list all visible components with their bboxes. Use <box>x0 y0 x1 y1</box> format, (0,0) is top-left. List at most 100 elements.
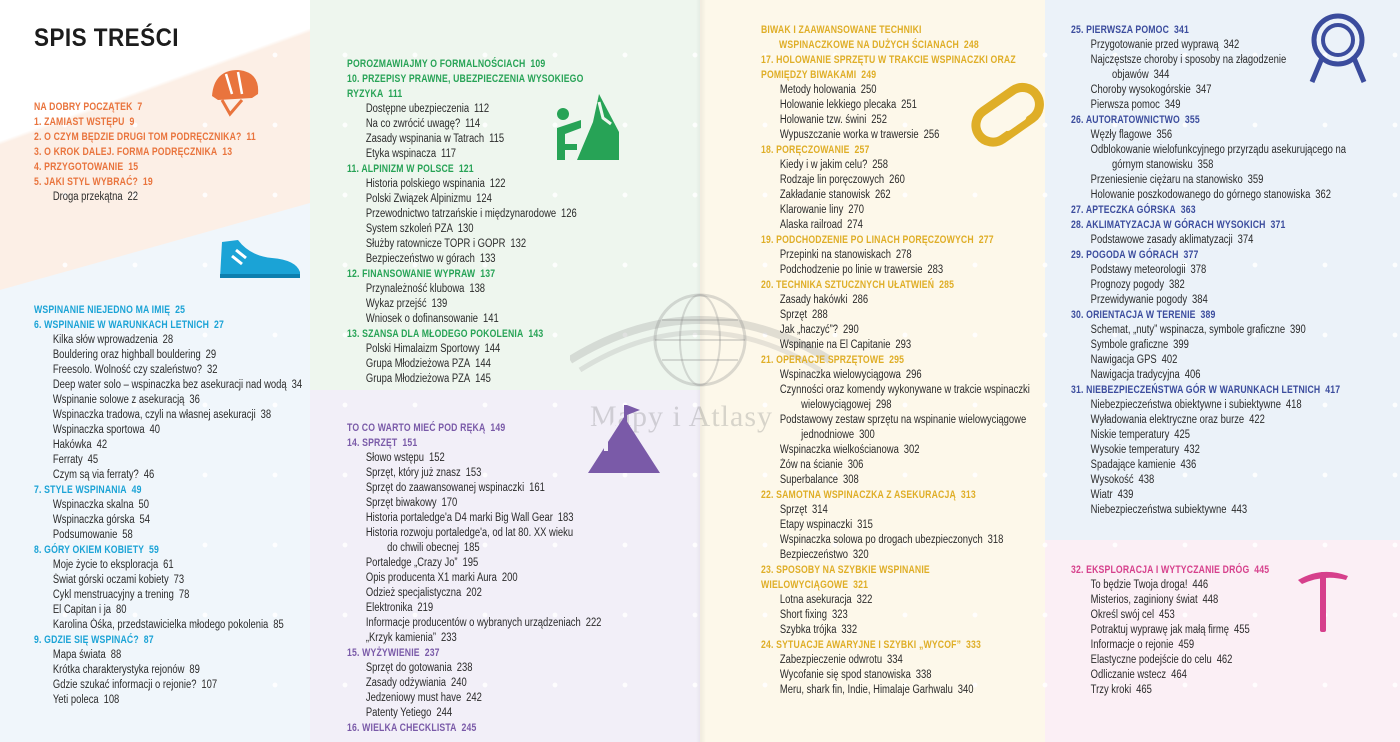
toc-chapter[interactable]: 7. STYLE WSPINANIA 49 <box>34 483 321 498</box>
toc-item[interactable]: Czynności oraz komendy wykonywane w trak… <box>761 383 1058 413</box>
toc-item[interactable]: Gdzie szukać informacji o rejonie? 107 <box>34 678 321 693</box>
toc-item[interactable]: To będzie Twoja droga! 446 <box>1071 578 1399 593</box>
toc-chapter[interactable]: 11. ALPINIZM W POLSCE 121 <box>347 162 706 177</box>
toc-item[interactable]: Żów na ścianie 306 <box>761 458 1058 473</box>
toc-item[interactable]: Elastyczne podejście do celu 462 <box>1071 653 1399 668</box>
toc-item[interactable]: Pierwsza pomoc 349 <box>1071 98 1399 113</box>
toc-item[interactable]: Czym są via ferraty? 46 <box>34 468 321 483</box>
toc-item[interactable]: Przeniesienie ciężaru na stanowisko 359 <box>1071 173 1399 188</box>
toc-item[interactable]: Deep water solo – wspinaczka bez asekura… <box>34 378 321 393</box>
toc-item[interactable]: Polski Himalaizm Sportowy 144 <box>347 342 706 357</box>
toc-item[interactable]: Wspinaczka tradowa, czyli na własnej ase… <box>34 408 321 423</box>
toc-item[interactable]: Krótka charakterystyka rejonów 89 <box>34 663 321 678</box>
toc-item[interactable]: Niebezpieczeństwa subiektywne 443 <box>1071 503 1399 518</box>
toc-item[interactable]: Zakładanie stanowisk 262 <box>761 188 1058 203</box>
toc-chapter[interactable]: 20. TECHNIKA SZTUCZNYCH UŁATWIEŃ 285 <box>761 278 1058 293</box>
toc-item[interactable]: Wspinaczka sportowa 40 <box>34 423 321 438</box>
toc-item[interactable]: Słowo wstępu 152 <box>347 451 706 466</box>
toc-item[interactable]: Kilka słów wprowadzenia 28 <box>34 333 321 348</box>
toc-item[interactable]: Yeti poleca 108 <box>34 693 321 708</box>
toc-item[interactable]: Dostępne ubezpieczenia 112 <box>347 102 706 117</box>
toc-item[interactable]: System szkoleń PZA 130 <box>347 222 706 237</box>
toc-chapter[interactable]: 10. PRZEPISY PRAWNE, UBEZPIECZENIA WYSOK… <box>347 72 706 102</box>
toc-item[interactable]: Portaledge „Crazy Jo” 195 <box>347 556 706 571</box>
toc-item[interactable]: Na co zwrócić uwagę? 114 <box>347 117 706 132</box>
toc-chapter[interactable]: 1. ZAMIAST WSTĘPU 9 <box>34 115 321 130</box>
toc-item[interactable]: Freesolo. Wolność czy szaleństwo? 32 <box>34 363 321 378</box>
toc-item[interactable]: Trzy kroki 465 <box>1071 683 1399 698</box>
toc-item[interactable]: Wspinaczka wielkościanowa 302 <box>761 443 1058 458</box>
toc-item[interactable]: „Krzyk kamienia” 233 <box>347 631 706 646</box>
toc-item[interactable]: Etapy wspinaczki 315 <box>761 518 1058 533</box>
toc-item[interactable]: Schemat, „nuty” wspinacza, symbole grafi… <box>1071 323 1399 338</box>
toc-chapter[interactable]: 30. ORIENTACJA W TERENIE 389 <box>1071 308 1399 323</box>
toc-item[interactable]: Ferraty 45 <box>34 453 321 468</box>
toc-item[interactable]: Kiedy i w jakim celu? 258 <box>761 158 1058 173</box>
toc-part-heading[interactable]: POROZMAWIAJMY O FORMALNOŚCIACH 109 <box>347 57 706 72</box>
toc-item[interactable]: Klarowanie liny 270 <box>761 203 1058 218</box>
toc-chapter[interactable]: 28. AKLIMATYZACJA W GÓRACH WYSOKICH 371 <box>1071 218 1399 233</box>
toc-part-heading[interactable]: BIWAK I ZAAWANSOWANE TECHNIKI WSPINACZKOW… <box>761 23 1058 53</box>
toc-chapter[interactable]: 29. POGODA W GÓRACH 377 <box>1071 248 1399 263</box>
toc-part-heading[interactable]: WSPINANIE NIEJEDNO MA IMIĘ 25 <box>34 303 321 318</box>
toc-item[interactable]: Odzież specjalistyczna 202 <box>347 586 706 601</box>
toc-item[interactable]: Wyładowania elektryczne oraz burze 422 <box>1071 413 1399 428</box>
toc-item[interactable]: Podchodzenie po linie w trawersie 283 <box>761 263 1058 278</box>
toc-item[interactable]: Short fixing 323 <box>761 608 1058 623</box>
toc-item[interactable]: Hakówka 42 <box>34 438 321 453</box>
toc-item[interactable]: Karolina Óśka, przedstawicielka młodego … <box>34 618 321 633</box>
toc-item[interactable]: Grupa Młodzieżowa PZA 145 <box>347 372 706 387</box>
toc-item[interactable]: Choroby wysokogórskie 347 <box>1071 83 1399 98</box>
toc-part-heading[interactable]: NA DOBRY POCZĄTEK 7 <box>34 100 321 115</box>
toc-item[interactable]: Wspinaczka górska 54 <box>34 513 321 528</box>
toc-item[interactable]: Przewidywanie pogody 384 <box>1071 293 1399 308</box>
toc-item[interactable]: Podstawy meteorologii 378 <box>1071 263 1399 278</box>
toc-item[interactable]: Przewodnictwo tatrzańskie i międzynarodo… <box>347 207 706 222</box>
toc-chapter[interactable]: 31. NIEBEZPIECZEŃSTWA GÓR W WARUNKACH LE… <box>1071 383 1399 398</box>
toc-item[interactable]: Sprzęt 288 <box>761 308 1058 323</box>
toc-item[interactable]: Zasady wspinania w Tatrach 115 <box>347 132 706 147</box>
toc-chapter[interactable]: 15. WYŻYWIENIE 237 <box>347 646 706 661</box>
toc-item[interactable]: Niskie temperatury 425 <box>1071 428 1399 443</box>
toc-item[interactable]: Wiatr 439 <box>1071 488 1399 503</box>
toc-chapter[interactable]: 14. SPRZĘT 151 <box>347 436 706 451</box>
toc-chapter[interactable]: 5. JAKI STYL WYBRAĆ? 19 <box>34 175 321 190</box>
toc-chapter[interactable]: 3. O KROK DALEJ. FORMA PODRĘCZNIKA 13 <box>34 145 321 160</box>
toc-item[interactable]: Opis producenta X1 marki Aura 200 <box>347 571 706 586</box>
toc-item[interactable]: Sprzęt do zaawansowanej wspinaczki 161 <box>347 481 706 496</box>
toc-item[interactable]: Etyka wspinacza 117 <box>347 147 706 162</box>
toc-item[interactable]: Wniosek o dofinansowanie 141 <box>347 312 706 327</box>
toc-item[interactable]: Informacje o rejonie 459 <box>1071 638 1399 653</box>
toc-item[interactable]: Holowanie tzw. świni 252 <box>761 113 1058 128</box>
toc-chapter[interactable]: 12. FINANSOWANIE WYPRAW 137 <box>347 267 706 282</box>
toc-item[interactable]: Wysokość 438 <box>1071 473 1399 488</box>
toc-item[interactable]: Wysokie temperatury 432 <box>1071 443 1399 458</box>
toc-item[interactable]: Superbalance 308 <box>761 473 1058 488</box>
toc-item[interactable]: Jak „haczyć”? 290 <box>761 323 1058 338</box>
toc-item[interactable]: Prognozy pogody 382 <box>1071 278 1399 293</box>
toc-chapter[interactable]: 27. APTECZKA GÓRSKA 363 <box>1071 203 1399 218</box>
toc-item[interactable]: Elektronika 219 <box>347 601 706 616</box>
toc-item[interactable]: El Capitan i ja 80 <box>34 603 321 618</box>
toc-item[interactable]: Odblokowanie wielofunkcyjnego przyrządu … <box>1071 143 1399 173</box>
toc-chapter[interactable]: 24. SYTUACJE AWARYJNE I SZYBKI „WYCOF” 33… <box>761 638 1058 653</box>
toc-chapter[interactable]: 8. GÓRY OKIEM KOBIETY 59 <box>34 543 321 558</box>
toc-item[interactable]: Służby ratownicze TOPR i GOPR 132 <box>347 237 706 252</box>
toc-item[interactable]: Historia rozwoju portaledge'a, od lat 80… <box>347 526 706 556</box>
toc-item[interactable]: Nawigacja GPS 402 <box>1071 353 1399 368</box>
toc-item[interactable]: Moje życie to eksploracja 61 <box>34 558 321 573</box>
toc-item[interactable]: Mapa świata 88 <box>34 648 321 663</box>
toc-chapter[interactable]: 13. SZANSA DLA MŁODEGO POKOLENIA 143 <box>347 327 706 342</box>
toc-item[interactable]: Zabezpieczenie odwrotu 334 <box>761 653 1058 668</box>
toc-item[interactable]: Misterios, zaginiony świat 448 <box>1071 593 1399 608</box>
toc-item[interactable]: Zasady odżywiania 240 <box>347 676 706 691</box>
toc-item[interactable]: Wspinanie solowe z asekuracją 36 <box>34 393 321 408</box>
toc-item[interactable]: Grupa Młodzieżowa PZA 144 <box>347 357 706 372</box>
toc-item[interactable]: Historia portaledge'a D4 marki Big Wall … <box>347 511 706 526</box>
toc-chapter[interactable]: 17. HOLOWANIE SPRZĘTU W TRAKCIE WSPINACZ… <box>761 53 1058 83</box>
toc-item[interactable]: Bezpieczeństwo 320 <box>761 548 1058 563</box>
toc-chapter[interactable]: 23. SPOSOBY NA SZYBKIE WSPINANIE WIELOWY… <box>761 563 1058 593</box>
toc-item[interactable]: Wspinaczka solowa po drogach ubezpieczon… <box>761 533 1058 548</box>
toc-item[interactable]: Podsumowanie 58 <box>34 528 321 543</box>
toc-chapter[interactable]: 19. PODCHODZENIE PO LINACH PORĘCZOWYCH 27… <box>761 233 1058 248</box>
